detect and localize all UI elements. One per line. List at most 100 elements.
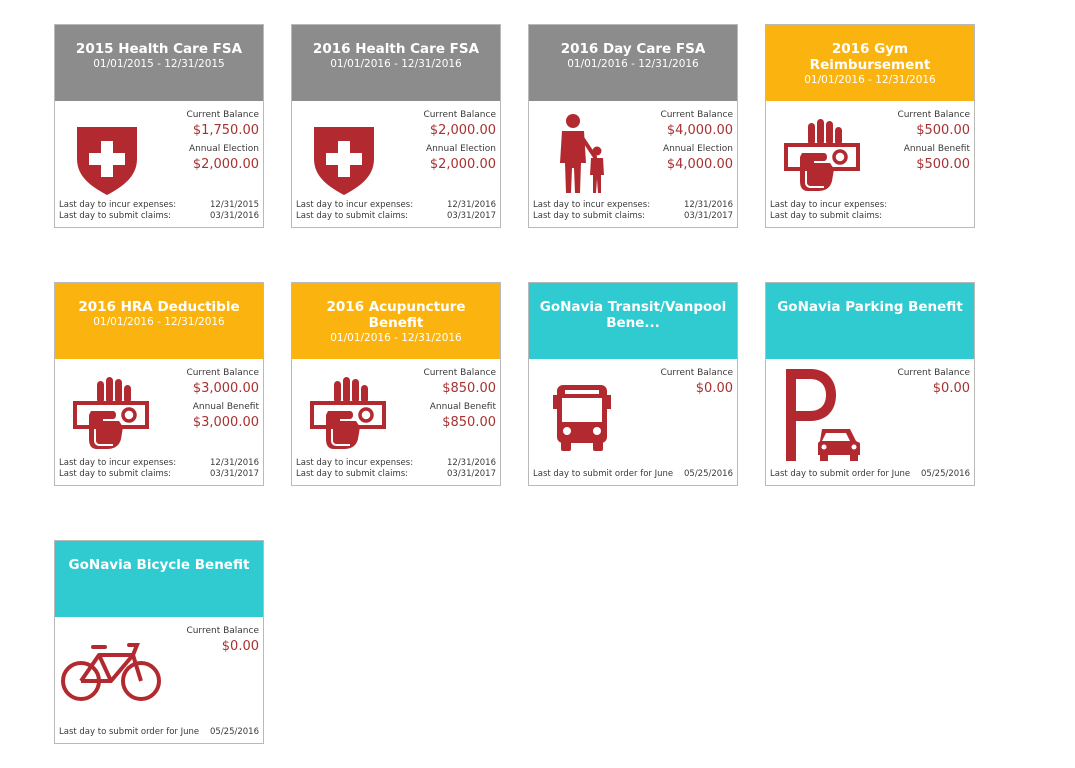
- deadline-row: Last day to incur expenses: 12/31/2015: [59, 200, 259, 211]
- benefit-card[interactable]: 2016 Day Care FSA 01/01/2016 - 12/31/2016…: [528, 24, 738, 228]
- deadline-row: Last day to submit claims: 03/31/2017: [296, 469, 496, 480]
- card-header: GoNavia Transit/Vanpool Bene...: [529, 283, 737, 359]
- deadline-date: 05/25/2016: [210, 727, 259, 737]
- current-balance-label: Current Balance: [897, 368, 970, 378]
- card-deadlines: Last day to incur expenses: 12/31/2016 Las…: [296, 200, 496, 222]
- card-body: Current Balance $0.00 Last day to submit o…: [766, 359, 974, 484]
- card-header: GoNavia Parking Benefit: [766, 283, 974, 359]
- balance-panel: Current Balance $0.00: [186, 625, 259, 659]
- card-deadlines: Last day to incur expenses: 12/31/2016 Las…: [296, 458, 496, 480]
- shield-cross-icon: [304, 119, 384, 199]
- benefit-card[interactable]: 2016 Gym Reimbursement 01/01/2016 - 12/31…: [765, 24, 975, 228]
- deadline-label: Last day to submit claims:: [533, 211, 646, 221]
- current-balance-label: Current Balance: [897, 110, 970, 120]
- benefit-card[interactable]: 2015 Health Care FSA 01/01/2015 - 12/31/2…: [54, 24, 264, 228]
- card-plan-dates: 01/01/2016 - 12/31/2016: [330, 332, 462, 344]
- card-header: 2016 Day Care FSA 01/01/2016 - 12/31/2016: [529, 25, 737, 101]
- card-deadlines: Last day to submit order for June 05/25/2…: [770, 469, 970, 480]
- balance-panel: Current Balance $3,000.00 Annual Benefit $3…: [186, 367, 259, 435]
- benefit-card[interactable]: GoNavia Parking Benefit Current Balance $…: [765, 282, 975, 486]
- deadline-row: Last day to submit claims: 03/31/2017: [533, 211, 733, 222]
- card-header: 2016 Gym Reimbursement 01/01/2016 - 12/31…: [766, 25, 974, 101]
- card-title: 2016 Acupuncture Benefit: [326, 299, 466, 331]
- balance-panel: Current Balance $0.00: [897, 367, 970, 401]
- benefit-card[interactable]: 2016 HRA Deductible 01/01/2016 - 12/31/20…: [54, 282, 264, 486]
- card-plan-dates: 01/01/2016 - 12/31/2016: [567, 58, 699, 70]
- card-deadlines: Last day to incur expenses: 12/31/2015 Las…: [59, 200, 259, 222]
- current-balance-label: Current Balance: [186, 110, 259, 120]
- deadline-date: 05/25/2016: [921, 469, 970, 479]
- card-body: Current Balance $0.00 Last day to submit o…: [529, 359, 737, 484]
- current-balance-label: Current Balance: [660, 368, 733, 378]
- benefit-card[interactable]: 2016 Health Care FSA 01/01/2016 - 12/31/2…: [291, 24, 501, 228]
- current-balance-value: $0.00: [221, 639, 259, 654]
- deadline-label: Last day to incur expenses:: [770, 200, 888, 210]
- deadline-row: Last day to incur expenses:: [770, 200, 970, 211]
- card-title: 2016 Health Care FSA: [312, 41, 480, 57]
- balance-panel: Current Balance $0.00: [660, 367, 733, 401]
- current-balance-label: Current Balance: [186, 626, 259, 636]
- card-title: 2016 Gym Reimbursement: [809, 41, 931, 73]
- card-deadlines: Last day to incur expenses: 12/31/2016 Las…: [59, 458, 259, 480]
- card-deadlines: Last day to incur expenses: Last day to s…: [770, 200, 970, 222]
- deadline-date: 03/31/2016: [210, 211, 259, 221]
- deadline-label: Last day to submit claims:: [296, 211, 409, 221]
- deadline-label: Last day to submit claims:: [59, 211, 172, 221]
- card-body: Current Balance $3,000.00 Annual Benefit $3…: [55, 359, 263, 484]
- annual-amount-label: Annual Election: [662, 144, 733, 154]
- annual-amount-label: Annual Benefit: [903, 144, 970, 154]
- card-title: GoNavia Bicycle Benefit: [68, 557, 250, 573]
- balance-panel: Current Balance $500.00 Annual Benefit $500…: [897, 109, 970, 177]
- deadline-date: 03/31/2017: [684, 211, 733, 221]
- balance-panel: Current Balance $850.00 Annual Benefit $850…: [423, 367, 496, 435]
- deadline-date: 12/31/2016: [684, 200, 733, 210]
- card-body: Current Balance $1,750.00 Annual Election $…: [55, 101, 263, 226]
- deadline-row: Last day to submit order for June 05/25/2…: [533, 469, 733, 480]
- deadline-label: Last day to submit order for June: [533, 469, 674, 479]
- current-balance-value: $2,000.00: [429, 123, 496, 138]
- benefit-card[interactable]: GoNavia Transit/Vanpool Bene... Current …: [528, 282, 738, 486]
- card-header: 2015 Health Care FSA 01/01/2015 - 12/31/2…: [55, 25, 263, 101]
- card-deadlines: Last day to incur expenses: 12/31/2016 Las…: [533, 200, 733, 222]
- deadline-label: Last day to incur expenses:: [59, 458, 177, 468]
- deadline-date: 12/31/2016: [447, 458, 496, 468]
- benefit-card[interactable]: 2016 Acupuncture Benefit 01/01/2016 - 12/…: [291, 282, 501, 486]
- current-balance-value: $4,000.00: [666, 123, 733, 138]
- annual-amount-value: $850.00: [442, 415, 496, 430]
- current-balance-label: Current Balance: [660, 110, 733, 120]
- deadline-label: Last day to incur expenses:: [296, 200, 414, 210]
- card-plan-dates: 01/01/2015 - 12/31/2015: [93, 58, 225, 70]
- card-body: Current Balance $2,000.00 Annual Election $…: [292, 101, 500, 226]
- card-body: Current Balance $500.00 Annual Benefit $500…: [766, 101, 974, 226]
- annual-amount-label: Annual Benefit: [192, 402, 259, 412]
- benefit-card[interactable]: GoNavia Bicycle Benefit Current Balance $…: [54, 540, 264, 744]
- card-body: Current Balance $4,000.00 Annual Election $…: [529, 101, 737, 226]
- balance-panel: Current Balance $2,000.00 Annual Election $…: [423, 109, 496, 177]
- current-balance-value: $0.00: [932, 381, 970, 396]
- card-title: 2015 Health Care FSA: [75, 41, 243, 57]
- deadline-label: Last day to incur expenses:: [59, 200, 177, 210]
- annual-amount-value: $2,000.00: [429, 157, 496, 172]
- deadline-row: Last day to submit claims:: [770, 211, 970, 222]
- card-title: GoNavia Transit/Vanpool Bene...: [539, 299, 727, 331]
- card-body: Current Balance $850.00 Annual Benefit $850…: [292, 359, 500, 484]
- annual-amount-label: Annual Election: [425, 144, 496, 154]
- deadline-date: 03/31/2017: [210, 469, 259, 479]
- deadline-label: Last day to submit claims:: [770, 211, 883, 221]
- parking-car-icon: [780, 367, 862, 463]
- deadline-row: Last day to submit claims: 03/31/2016: [59, 211, 259, 222]
- annual-amount-value: $2,000.00: [192, 157, 259, 172]
- deadline-label: Last day to submit claims:: [296, 469, 409, 479]
- annual-amount-label: Annual Election: [188, 144, 259, 154]
- deadline-date: 03/31/2017: [447, 211, 496, 221]
- card-title: GoNavia Parking Benefit: [777, 299, 963, 315]
- deadline-row: Last day to submit order for June 05/25/2…: [59, 727, 259, 738]
- card-plan-dates: 01/01/2016 - 12/31/2016: [804, 74, 936, 86]
- annual-amount-value: $500.00: [916, 157, 970, 172]
- current-balance-label: Current Balance: [186, 368, 259, 378]
- hand-money-icon: [784, 117, 860, 193]
- current-balance-label: Current Balance: [423, 110, 496, 120]
- card-plan-dates: 01/01/2016 - 12/31/2016: [330, 58, 462, 70]
- hand-money-icon: [73, 375, 149, 451]
- deadline-row: Last day to incur expenses: 12/31/2016: [296, 200, 496, 211]
